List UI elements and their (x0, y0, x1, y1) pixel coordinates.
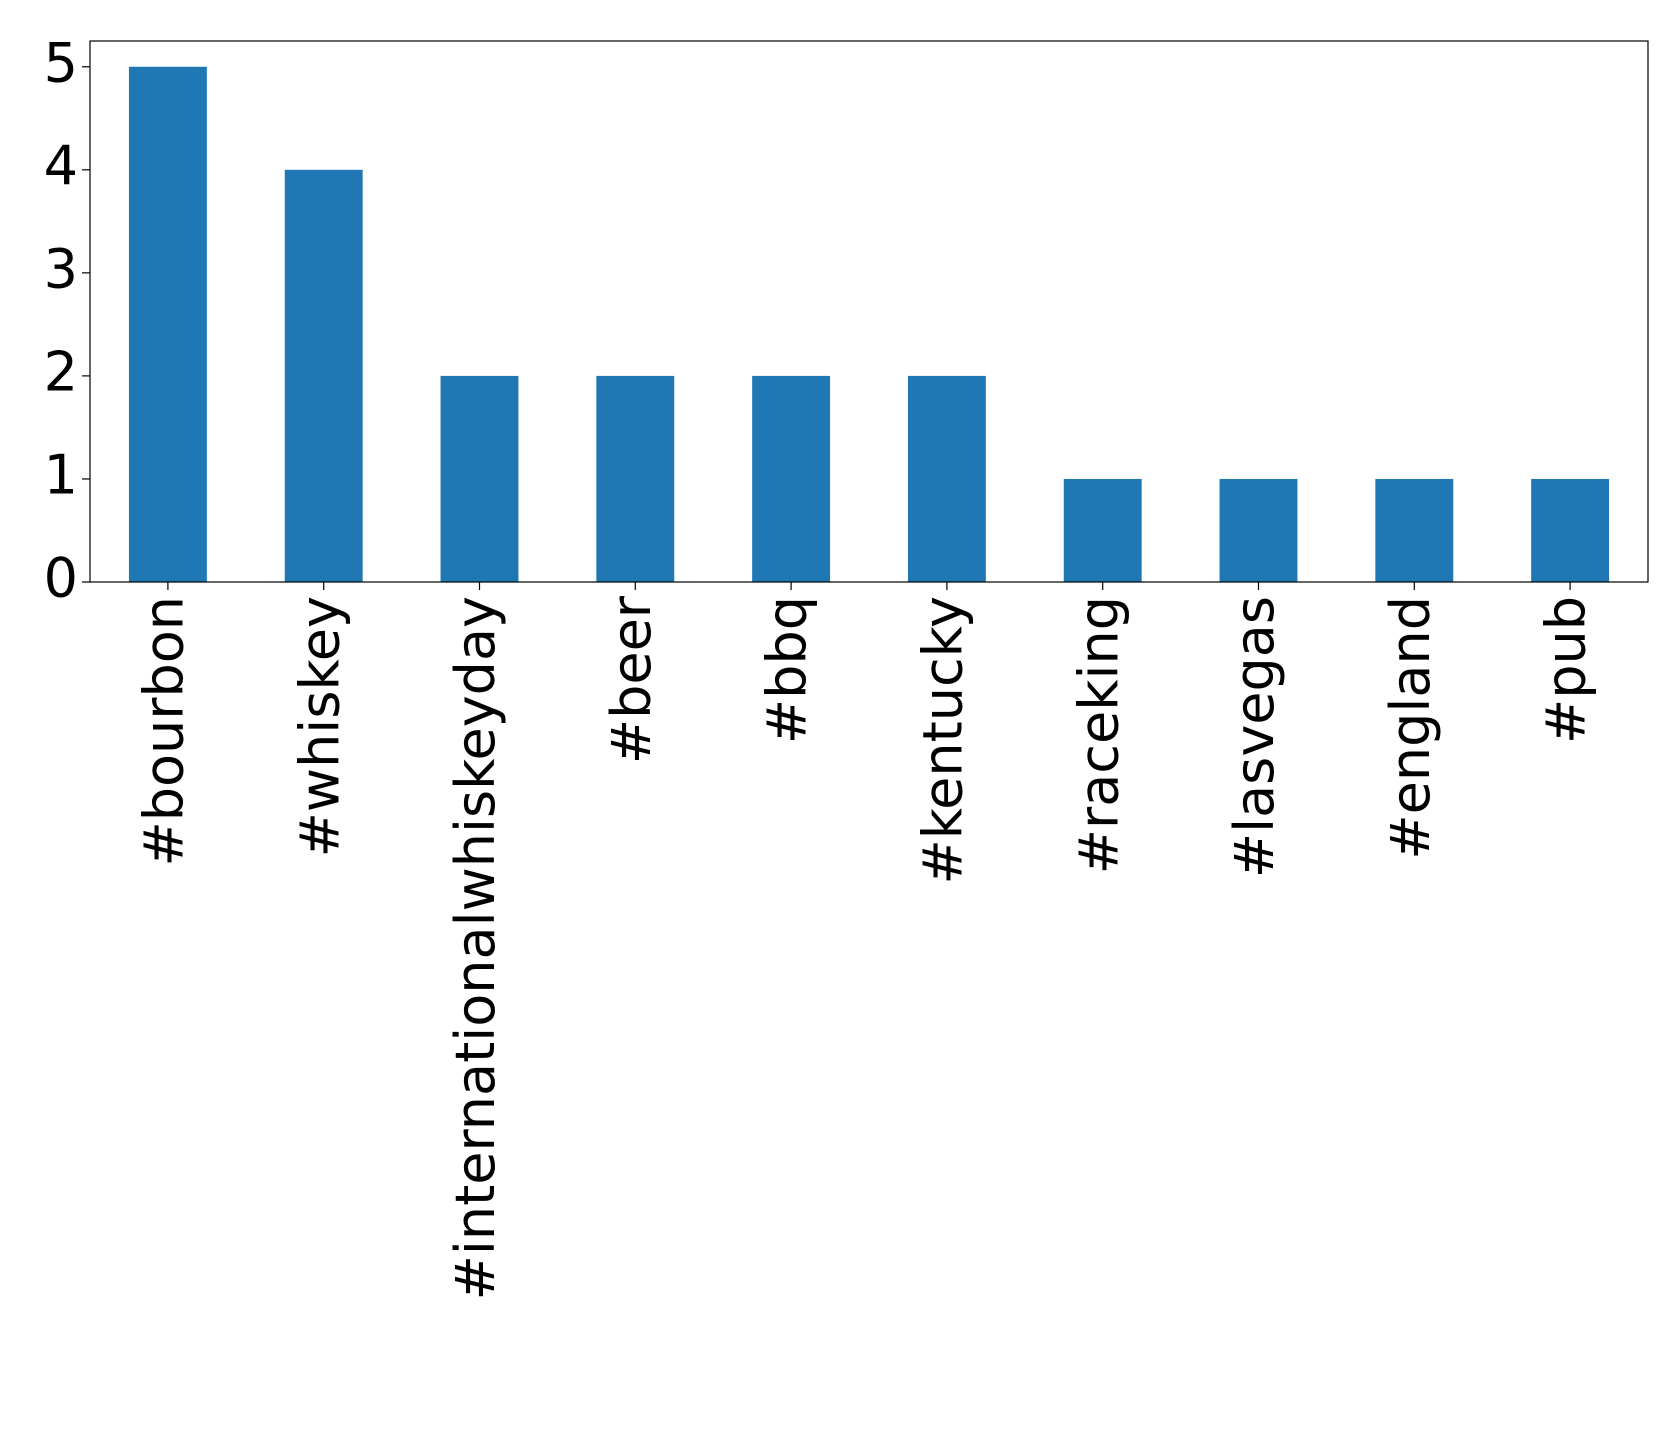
bar (284, 169, 363, 583)
bar (1375, 478, 1454, 582)
y-tick-label: 4 (44, 134, 78, 197)
x-tick-label: #beer (600, 595, 663, 764)
bar (907, 375, 986, 582)
x-tick-label: #raceking (1067, 596, 1130, 874)
bar (1219, 478, 1298, 582)
bar (1531, 478, 1610, 582)
y-tick-label: 5 (44, 31, 78, 94)
x-tick-label: #bbq (756, 596, 819, 744)
y-tick-label: 3 (44, 237, 78, 300)
bar (596, 375, 675, 582)
x-tick-label: #pub (1535, 596, 1598, 744)
y-tick-label: 1 (44, 444, 78, 507)
y-tick-label: 2 (44, 341, 78, 404)
bar (440, 375, 519, 582)
y-tick-label: 0 (44, 547, 78, 610)
x-tick-label: #whiskey (288, 596, 351, 857)
bar (128, 66, 207, 582)
bar (752, 375, 831, 582)
x-tick-label: #internationalwhiskeyday (444, 596, 507, 1300)
bar (1063, 478, 1142, 582)
x-tick-label: #bourbon (133, 596, 196, 867)
x-tick-label: #kentucky (912, 596, 975, 884)
x-tick-label: #england (1379, 596, 1442, 860)
x-tick-label: #lasvegas (1223, 596, 1286, 878)
plot-frame (89, 40, 1649, 583)
